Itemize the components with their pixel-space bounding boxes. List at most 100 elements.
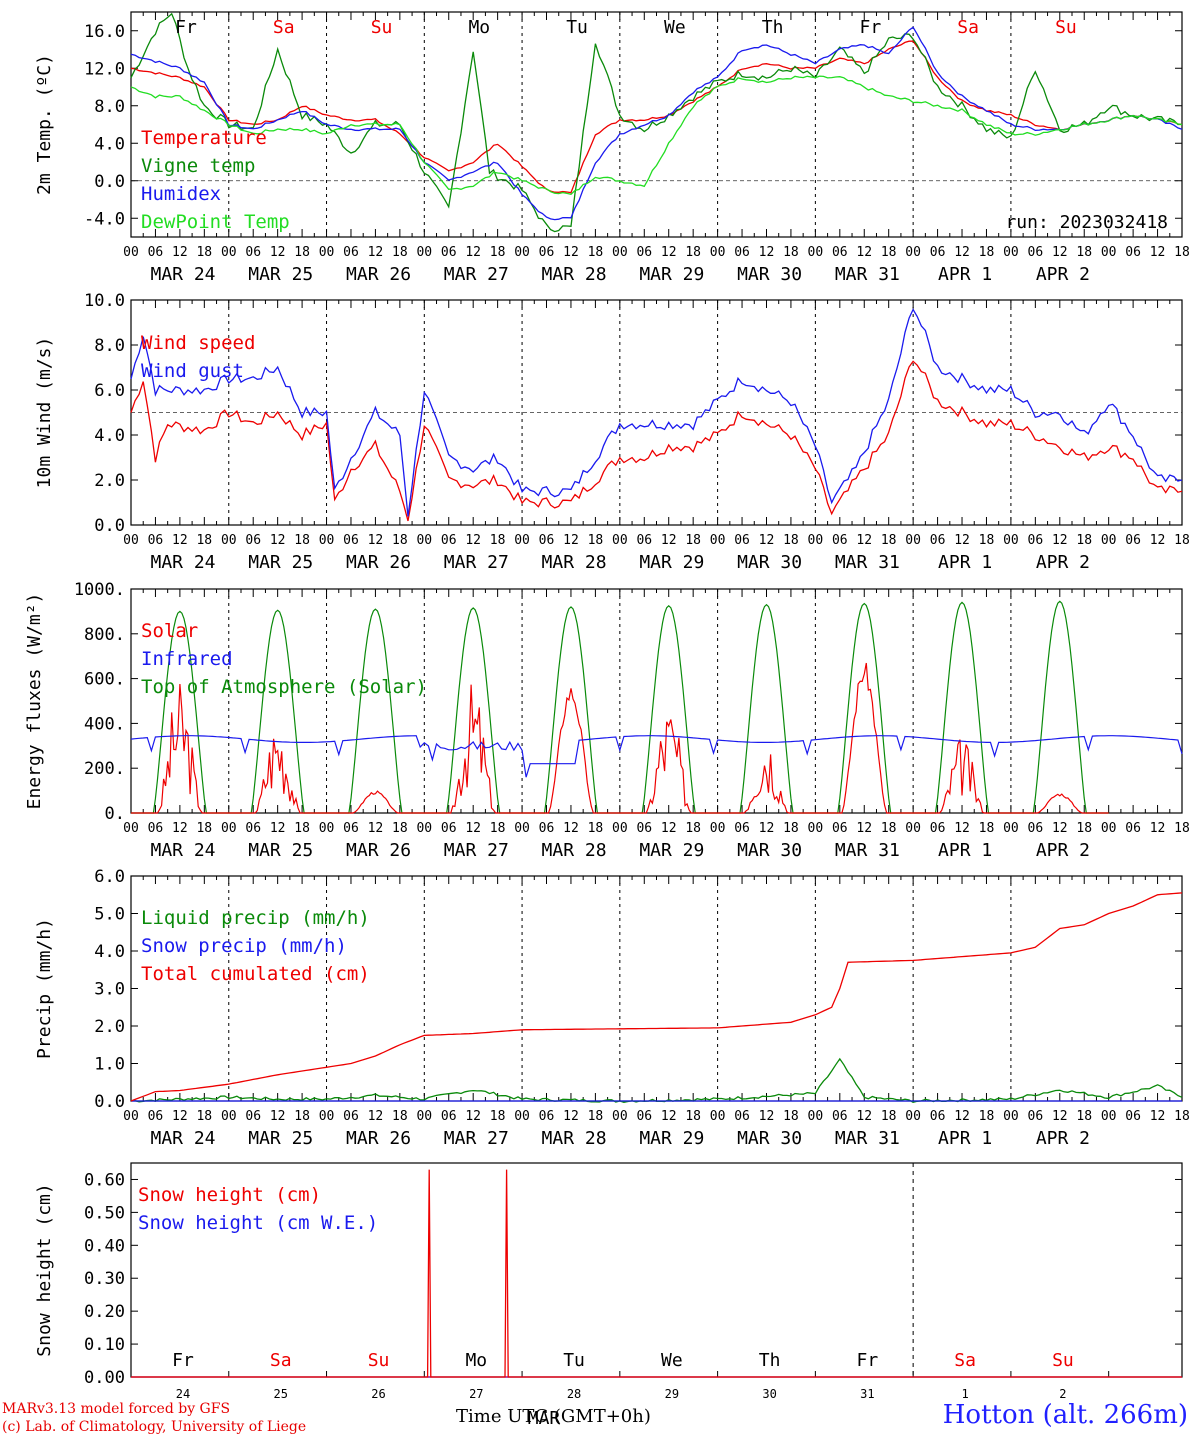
hour-tick-label: 12 [759,1109,775,1124]
hour-tick-label: 12 [856,245,872,260]
hour-tick-label: 06 [245,533,261,548]
hour-tick-label: 00 [1003,245,1019,260]
hour-tick-label: 06 [1125,821,1141,836]
hour-tick-label: 06 [441,1109,457,1124]
legend-infrared: Infrared [141,648,233,670]
lab-credit: (c) Lab. of Climatology, University of L… [2,1419,307,1435]
hour-tick-label: 06 [441,821,457,836]
hour-tick-label: 12 [759,821,775,836]
y-tick-label: 6.0 [94,381,125,401]
hour-tick-label: 00 [123,1109,139,1124]
date-label: MAR 31 [835,1128,900,1149]
hour-tick-label: 06 [148,245,164,260]
date-label: APR 1 [938,264,992,285]
hour-tick-label: 00 [808,821,824,836]
hour-tick-label: 00 [808,533,824,548]
y-axis-label: Precip (mm/h) [34,918,55,1059]
hour-tick-label: 18 [196,1109,212,1124]
y-tick-label: 6.0 [94,867,125,887]
hour-tick-label: 12 [172,821,188,836]
hour-tick-label: 12 [270,1109,286,1124]
hour-tick-label: 18 [1076,245,1092,260]
y-tick-label: 0.0 [94,1092,125,1112]
date-label: MAR 28 [542,552,607,573]
hour-tick-label: 06 [1028,1109,1044,1124]
hour-tick-label: 06 [1028,245,1044,260]
hour-tick-label: 00 [319,533,335,548]
day-name-label: We [664,17,686,38]
hour-tick-label: 00 [514,245,530,260]
day-name-label: Tu [566,17,588,38]
hour-tick-label: 12 [856,533,872,548]
legend-dewpoint-temp: DewPoint Temp [141,211,290,233]
date-label: APR 1 [938,1128,992,1149]
hour-tick-label: 18 [685,1109,701,1124]
hour-tick-label: 00 [221,533,237,548]
legend-wind-speed: Wind speed [141,332,255,354]
hour-tick-label: 18 [881,533,897,548]
date-label: MAR 30 [737,552,802,573]
hour-tick-label: 12 [1150,1109,1166,1124]
hour-tick-label: 00 [123,821,139,836]
hour-tick-label: 18 [881,245,897,260]
hour-tick-label: 06 [539,821,555,836]
hour-tick-label: 12 [465,533,481,548]
date-label: MAR 25 [248,552,313,573]
hour-tick-label: 00 [221,1109,237,1124]
hour-tick-label: 00 [710,533,726,548]
hour-tick-label: 06 [636,245,652,260]
hour-tick-label: 18 [783,533,799,548]
date-label: MAR 25 [248,840,313,861]
hour-tick-label: 18 [490,533,506,548]
hour-tick-label: 06 [930,1109,946,1124]
date-label: MAR 26 [346,1128,411,1149]
hour-tick-label: 12 [465,1109,481,1124]
date-label: MAR 25 [248,264,313,285]
y-tick-label: 800. [84,625,125,645]
day-number-label: 25 [274,1387,288,1401]
date-label: MAR 31 [835,264,900,285]
date-label: APR 2 [1036,552,1090,573]
day-name-label: Sa [273,17,295,38]
hour-tick-label: 00 [319,245,335,260]
legend-liquid-precip-mm-h: Liquid precip (mm/h) [141,907,370,929]
hour-tick-label: 18 [392,533,408,548]
hour-tick-label: 00 [1101,1109,1117,1124]
hour-tick-label: 18 [1174,533,1190,548]
hour-tick-label: 00 [1101,245,1117,260]
hour-tick-label: 18 [1076,821,1092,836]
series-line-3 [130,26,1183,221]
hour-tick-label: 12 [661,245,677,260]
day-number-label: 26 [371,1387,385,1401]
hour-tick-label: 18 [588,821,604,836]
hour-tick-label: 06 [148,1109,164,1124]
hour-tick-label: 18 [685,245,701,260]
day-name-label: Mo [468,17,490,38]
legend-snow-height-cm: Snow height (cm) [138,1184,321,1206]
day-number-label: 30 [762,1387,776,1401]
hour-tick-label: 18 [294,1109,310,1124]
date-label: MAR 31 [835,840,900,861]
date-label: MAR 27 [444,552,509,573]
hour-tick-label: 18 [979,1109,995,1124]
series-line-snow [131,1169,1182,1378]
y-tick-label: 8.0 [94,97,125,117]
y-tick-label: 5.0 [94,905,125,925]
hour-tick-label: 00 [710,821,726,836]
date-label: MAR 24 [150,264,215,285]
date-label: MAR 24 [150,1128,215,1149]
hour-tick-label: 06 [832,533,848,548]
day-name-label: Sa [270,1350,292,1371]
day-name-label: Sa [957,17,979,38]
hour-tick-label: 06 [539,1109,555,1124]
hour-tick-label: 00 [416,533,432,548]
hour-tick-label: 18 [392,821,408,836]
hour-tick-label: 18 [783,1109,799,1124]
day-name-label: Su [1055,17,1077,38]
day-name-label: Tu [563,1350,585,1371]
series-line-4 [130,75,1183,196]
hour-tick-label: 12 [954,1109,970,1124]
hour-tick-label: 00 [221,245,237,260]
hour-tick-label: 18 [196,245,212,260]
hour-tick-label: 00 [319,1109,335,1124]
